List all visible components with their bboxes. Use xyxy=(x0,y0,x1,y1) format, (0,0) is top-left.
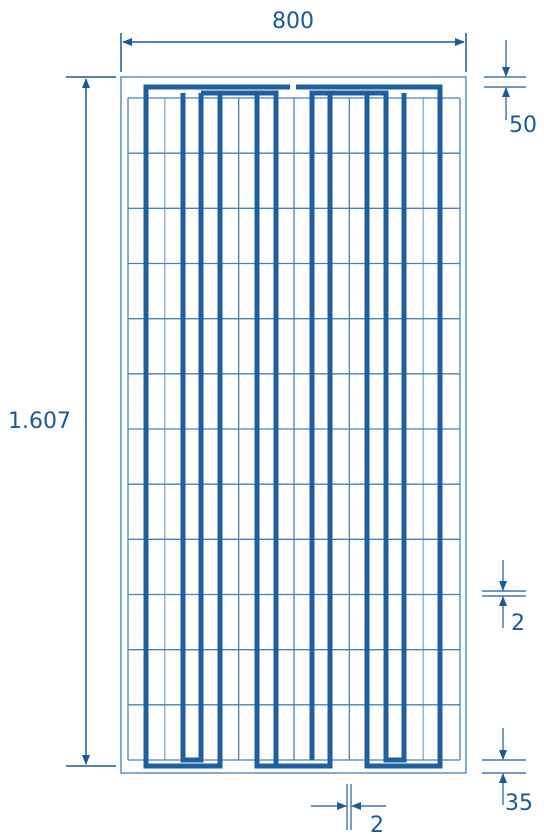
bottom-margin-label: 35 xyxy=(505,791,533,816)
top-margin-label: 50 xyxy=(509,113,537,138)
cell-grid xyxy=(127,97,461,761)
width-label: 800 xyxy=(272,9,314,34)
bottom-margin-dimension: 35 xyxy=(482,728,533,816)
string-3 xyxy=(296,84,443,769)
top-margin-dimension: 50 xyxy=(484,40,537,138)
horizontal-gap-dimension: 2 xyxy=(311,784,386,834)
panel-frame xyxy=(120,76,467,774)
string-1-inner xyxy=(180,93,204,763)
width-dimension: 800 xyxy=(120,9,467,72)
string-wiring xyxy=(143,84,443,769)
height-label: 1.607 xyxy=(8,409,71,434)
string-1-outer xyxy=(143,84,290,769)
vertical-gap-label: 2 xyxy=(511,611,525,636)
horizontal-gap-label: 2 xyxy=(370,813,384,834)
height-dimension: 1.607 xyxy=(8,76,116,767)
vertical-gap-dimension: 2 xyxy=(482,560,526,636)
